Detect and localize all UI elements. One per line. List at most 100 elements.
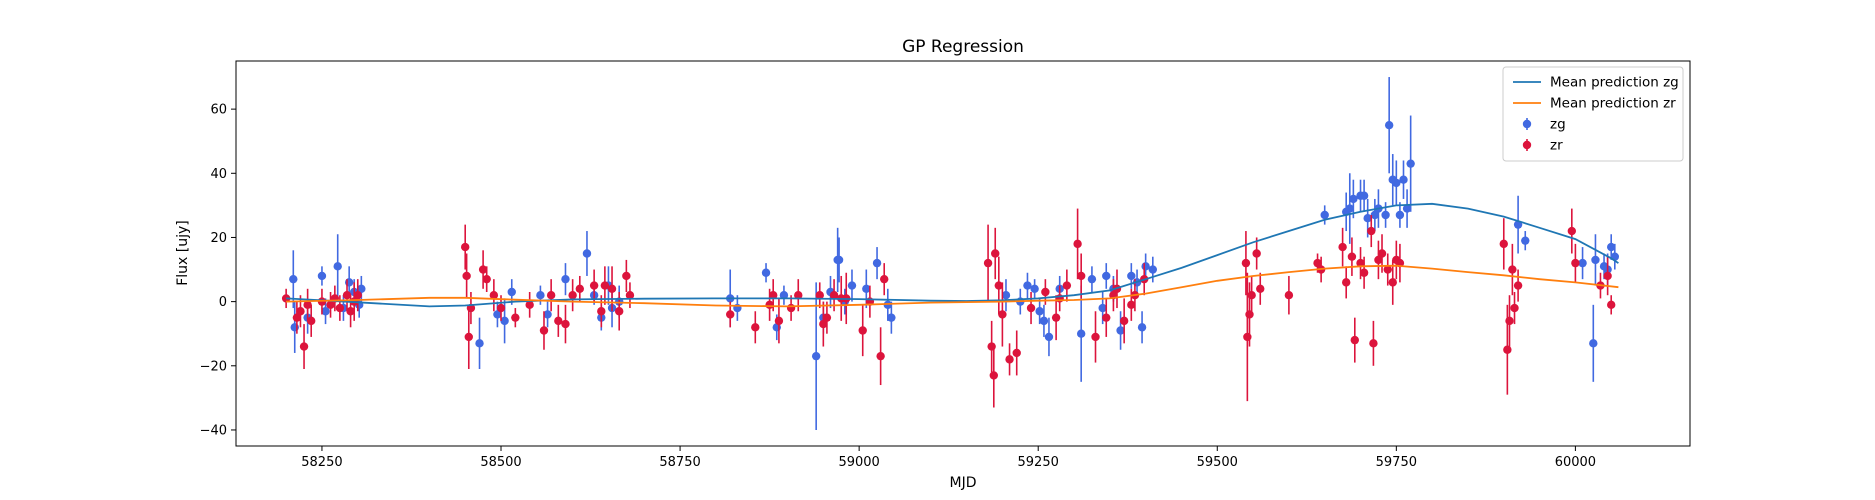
data-point-zg [582, 249, 592, 258]
data-point-zr [1383, 265, 1392, 274]
data-point-zr [1369, 339, 1378, 348]
x-tick-label: 58500 [480, 455, 521, 470]
data-point-zg [500, 316, 509, 326]
data-point-zg [1148, 265, 1158, 274]
data-point-zr [822, 313, 832, 322]
line-mean-prediction-zr [286, 264, 1619, 308]
data-point-zg [1381, 210, 1390, 220]
data-point-zr [607, 284, 617, 293]
data-point-zg [1001, 291, 1011, 300]
data-point-zg [883, 300, 892, 310]
data-point-zg [862, 284, 871, 293]
legend-label: Mean prediction zr [1550, 96, 1676, 112]
data-point-zg [1402, 204, 1412, 213]
data-point-zr [1062, 281, 1072, 290]
data-point-zg [1141, 262, 1150, 271]
y-tick-label: 0 [219, 295, 227, 310]
data-point-zr [819, 319, 828, 329]
data-point-zg [761, 268, 771, 277]
legend-label: zg [1550, 117, 1566, 133]
data-point-zg [493, 310, 502, 319]
data-point-zr [1607, 300, 1616, 310]
data-point-zr [726, 310, 735, 319]
data-point-zg [1370, 210, 1380, 220]
data-point-zr [983, 258, 993, 268]
data-point-zr [1012, 348, 1021, 358]
data-point-zr [1005, 355, 1014, 364]
data-point-zr [1341, 278, 1351, 287]
series-zg [289, 77, 1619, 430]
data-point-zg [1589, 339, 1598, 348]
data-point-zr [614, 307, 624, 316]
data-point-zg [1116, 326, 1125, 335]
legend-swatch [1522, 140, 1532, 150]
data-point-zg [1320, 210, 1329, 220]
data-point-zg [317, 271, 327, 281]
y-tick-label: −40 [200, 423, 227, 438]
plot-content [281, 77, 1619, 430]
data-point-zg [289, 274, 298, 284]
data-point-zg [779, 291, 789, 300]
data-point-zg [1591, 255, 1600, 265]
y-tick-label: 60 [210, 103, 227, 118]
data-point-zr [597, 307, 606, 316]
data-point-zr [353, 291, 362, 300]
data-point-zr [786, 303, 796, 313]
data-point-zr [1508, 265, 1517, 274]
data-point-zr [1499, 239, 1508, 249]
data-point-zr [1359, 268, 1369, 277]
data-point-zr [1076, 271, 1086, 281]
data-point-zr [1051, 313, 1061, 322]
data-point-zr [1102, 313, 1111, 322]
data-point-zr [1350, 335, 1359, 345]
legend-box [1502, 66, 1684, 162]
data-point-zr [1313, 258, 1322, 268]
data-point-zr [829, 291, 839, 300]
data-point-zr [511, 313, 520, 322]
data-point-zr [539, 326, 549, 335]
data-point-zr [1338, 242, 1347, 252]
data-point-zr [768, 291, 778, 300]
x-tick-label: 60000 [1555, 455, 1596, 470]
data-point-zr [1119, 316, 1129, 326]
data-point-zr [1127, 300, 1136, 310]
data-point-zr [525, 300, 534, 310]
data-point-zg [536, 291, 545, 300]
x-tick-label: 59750 [1376, 455, 1417, 470]
y-tick-label: 20 [210, 231, 227, 246]
data-point-zr [489, 291, 499, 300]
data-point-zr [464, 332, 473, 342]
data-point-zr [307, 316, 316, 326]
data-point-zr [462, 271, 471, 281]
data-point-zg [1392, 178, 1401, 188]
data-point-zr [326, 300, 335, 310]
data-point-zr [876, 351, 885, 361]
series-zr [281, 208, 1616, 408]
data-point-zr [625, 291, 635, 300]
data-point-zr [575, 284, 585, 293]
data-point-zg [811, 351, 821, 361]
data-point-zg [1363, 214, 1372, 223]
data-point-zr [994, 281, 1004, 290]
legend-entry-zr: zr [1522, 138, 1563, 154]
data-point-zg [1384, 120, 1394, 130]
data-point-zg [872, 258, 882, 268]
data-point-zg [1578, 258, 1587, 268]
y-tick-label: −20 [200, 359, 227, 374]
data-point-zg [1349, 194, 1358, 204]
legend-label: zr [1550, 138, 1563, 154]
data-point-zg [1127, 271, 1136, 281]
data-point-zr [1367, 226, 1376, 236]
legend-swatch [1522, 119, 1532, 129]
data-point-zr [546, 291, 556, 300]
data-point-zg [834, 255, 844, 265]
data-point-zg [887, 313, 896, 322]
data-point-zr [1505, 316, 1514, 326]
data-point-zr [1256, 284, 1265, 293]
data-point-zg [1039, 316, 1049, 326]
data-point-zg [1098, 303, 1107, 313]
data-point-zr [561, 319, 570, 329]
data-point-zr [342, 291, 352, 300]
data-point-zr [880, 274, 889, 284]
data-point-zg [507, 287, 516, 297]
